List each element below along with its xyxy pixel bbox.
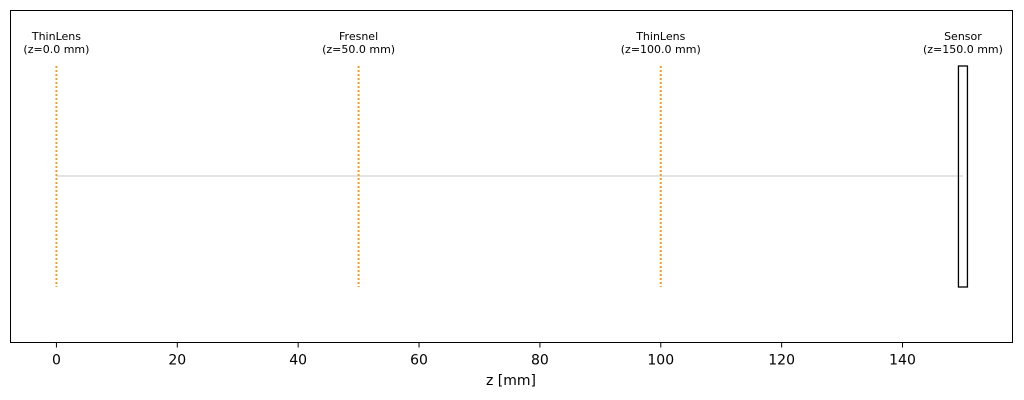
x-tick-label: 80 <box>531 353 549 369</box>
element-name: ThinLens <box>31 30 81 43</box>
element-name: Fresnel <box>339 30 378 43</box>
sensor <box>957 65 969 288</box>
x-tick-label: 120 <box>768 353 795 369</box>
plot-frame <box>10 10 1013 343</box>
element-name: ThinLens <box>635 30 685 43</box>
element-position: (z=0.0 mm) <box>23 43 89 56</box>
element-position: (z=100.0 mm) <box>621 43 701 56</box>
x-tick-label: 0 <box>52 353 61 369</box>
element-position: (z=50.0 mm) <box>322 43 395 56</box>
element-position: (z=150.0 mm) <box>923 43 1003 56</box>
element-name: Sensor <box>944 30 982 43</box>
x-axis-label: z [mm] <box>486 373 536 389</box>
x-tick-label: 100 <box>647 353 674 369</box>
x-tick-label: 20 <box>168 353 186 369</box>
x-tick-label: 40 <box>289 353 307 369</box>
x-tick-label: 60 <box>410 353 428 369</box>
x-tick-label: 140 <box>889 353 916 369</box>
